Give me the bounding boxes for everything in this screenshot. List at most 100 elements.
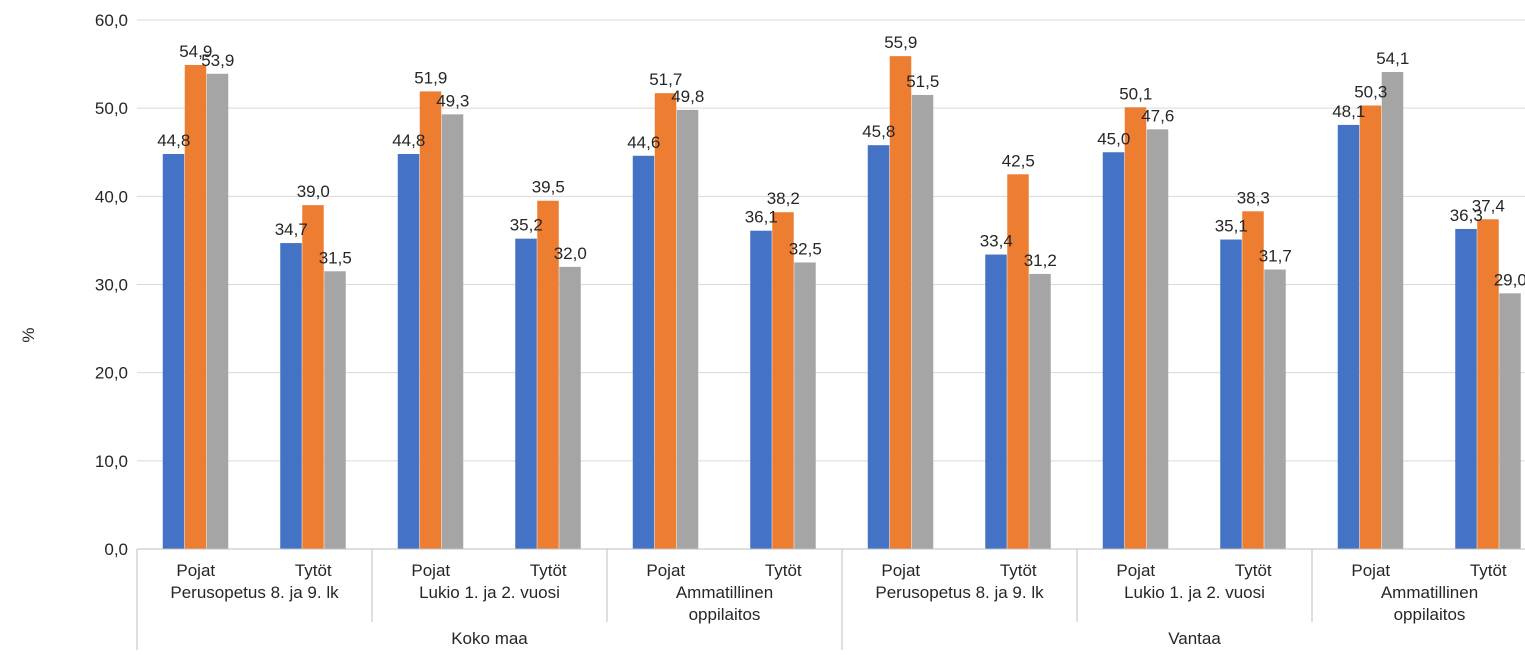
bar bbox=[889, 56, 912, 549]
data-label: 44,8 bbox=[157, 131, 190, 150]
bar bbox=[397, 154, 420, 549]
x-subgroup-label: Lukio 1. ja 2. vuosi bbox=[1124, 583, 1265, 602]
bar bbox=[1359, 105, 1382, 549]
bar bbox=[867, 145, 890, 550]
axes: 0,0 10,0 20,0 30,0 40,0 50,0 60,0 Pojat Tytöt Poj… bbox=[95, 11, 1525, 650]
data-label: 47,6 bbox=[1141, 106, 1174, 125]
bar bbox=[1146, 129, 1169, 549]
bar bbox=[206, 73, 229, 549]
bar bbox=[184, 64, 207, 549]
y-tick-label: 10,0 bbox=[95, 452, 128, 471]
bar bbox=[1455, 228, 1477, 549]
x-category-label: Pojat bbox=[646, 561, 685, 580]
data-label: 45,0 bbox=[1097, 129, 1130, 148]
x-category-label: Tytöt bbox=[765, 561, 802, 580]
bar bbox=[1007, 174, 1029, 549]
x-subgroup-label: Perusopetus 8. ja 9. lk bbox=[170, 583, 339, 602]
bar bbox=[985, 254, 1007, 550]
bar bbox=[441, 114, 464, 550]
bar bbox=[302, 205, 324, 549]
bar bbox=[280, 243, 302, 550]
bars bbox=[162, 56, 1521, 550]
bar bbox=[559, 266, 581, 549]
data-label: 32,0 bbox=[554, 244, 587, 263]
data-label: 31,5 bbox=[319, 248, 352, 267]
bar bbox=[632, 155, 655, 549]
bar bbox=[515, 238, 537, 550]
x-category-label: Pojat bbox=[176, 561, 215, 580]
x-subgroup-label: oppilaitos bbox=[689, 605, 761, 624]
bar bbox=[1102, 152, 1125, 549]
y-tick-label: 20,0 bbox=[95, 364, 128, 383]
data-label: 49,3 bbox=[436, 91, 469, 110]
gridlines bbox=[137, 19, 1525, 462]
bar bbox=[1220, 239, 1242, 549]
y-tick-label: 60,0 bbox=[95, 11, 128, 30]
data-label: 44,6 bbox=[627, 133, 660, 152]
data-label: 50,1 bbox=[1119, 84, 1152, 103]
x-subgroup-label: Ammatillinen bbox=[676, 583, 773, 602]
bar bbox=[324, 271, 346, 549]
data-label: 39,5 bbox=[532, 178, 565, 197]
y-tick-label: 0,0 bbox=[104, 540, 128, 559]
bar bbox=[537, 200, 559, 549]
bar bbox=[911, 94, 934, 550]
bar bbox=[1499, 293, 1521, 549]
bar bbox=[1381, 72, 1404, 549]
data-label: 36,1 bbox=[745, 208, 778, 227]
data-label: 32,5 bbox=[789, 239, 822, 258]
bar bbox=[1029, 273, 1051, 549]
bar bbox=[772, 212, 794, 549]
bar bbox=[1337, 124, 1360, 549]
x-category-label: Pojat bbox=[1351, 561, 1390, 580]
data-label: 51,7 bbox=[649, 70, 682, 89]
bar bbox=[1264, 269, 1286, 549]
bar bbox=[654, 93, 677, 549]
x-subgroup-label: Perusopetus 8. ja 9. lk bbox=[875, 583, 1044, 602]
data-label: 29,0 bbox=[1494, 270, 1525, 289]
y-tick-label: 40,0 bbox=[95, 187, 128, 206]
x-subgroup-label: Ammatillinen bbox=[1381, 583, 1478, 602]
x-category-label: Pojat bbox=[1116, 561, 1155, 580]
bar bbox=[794, 262, 816, 549]
data-label: 44,8 bbox=[392, 131, 425, 150]
x-category-label: Pojat bbox=[881, 561, 920, 580]
data-label: 36,3 bbox=[1450, 206, 1483, 225]
data-label: 38,2 bbox=[767, 189, 800, 208]
data-label: 51,9 bbox=[414, 68, 447, 87]
data-label: 35,2 bbox=[510, 216, 543, 235]
x-category-label: Pojat bbox=[411, 561, 450, 580]
data-label: 34,7 bbox=[275, 220, 308, 239]
x-category-label: Tytöt bbox=[530, 561, 567, 580]
data-label: 54,9 bbox=[179, 42, 212, 61]
data-label: 31,7 bbox=[1259, 247, 1292, 266]
data-label: 53,9 bbox=[201, 51, 234, 70]
x-subgroup-label: Lukio 1. ja 2. vuosi bbox=[419, 583, 560, 602]
data-label: 55,9 bbox=[884, 33, 917, 52]
data-label: 42,5 bbox=[1002, 151, 1035, 170]
x-category-label: Tytöt bbox=[295, 561, 332, 580]
bar bbox=[750, 230, 772, 550]
x-category-label: Tytöt bbox=[1000, 561, 1037, 580]
data-label: 48,1 bbox=[1332, 102, 1365, 121]
bar bbox=[162, 154, 185, 549]
y-tick-label: 30,0 bbox=[95, 276, 128, 295]
bar bbox=[1242, 211, 1264, 550]
data-label: 33,4 bbox=[980, 232, 1013, 251]
data-label: 35,1 bbox=[1215, 217, 1248, 236]
x-group-label: Vantaa bbox=[1168, 629, 1221, 648]
data-labels: 44,8 54,953,9 34,7 39,0 31,5 44,8 51,9 49,3 35,2… bbox=[157, 33, 1525, 289]
data-label: 45,8 bbox=[862, 122, 895, 141]
y-axis-title: % bbox=[19, 327, 38, 342]
x-group-label: Koko maa bbox=[451, 629, 528, 648]
bar bbox=[1124, 107, 1147, 549]
bar bbox=[1477, 219, 1499, 550]
data-label: 39,0 bbox=[297, 182, 330, 201]
y-tick-label: 50,0 bbox=[95, 99, 128, 118]
bar bbox=[676, 109, 699, 550]
data-label: 31,2 bbox=[1024, 251, 1057, 270]
data-label: 38,3 bbox=[1237, 188, 1270, 207]
data-label: 50,3 bbox=[1354, 83, 1387, 102]
